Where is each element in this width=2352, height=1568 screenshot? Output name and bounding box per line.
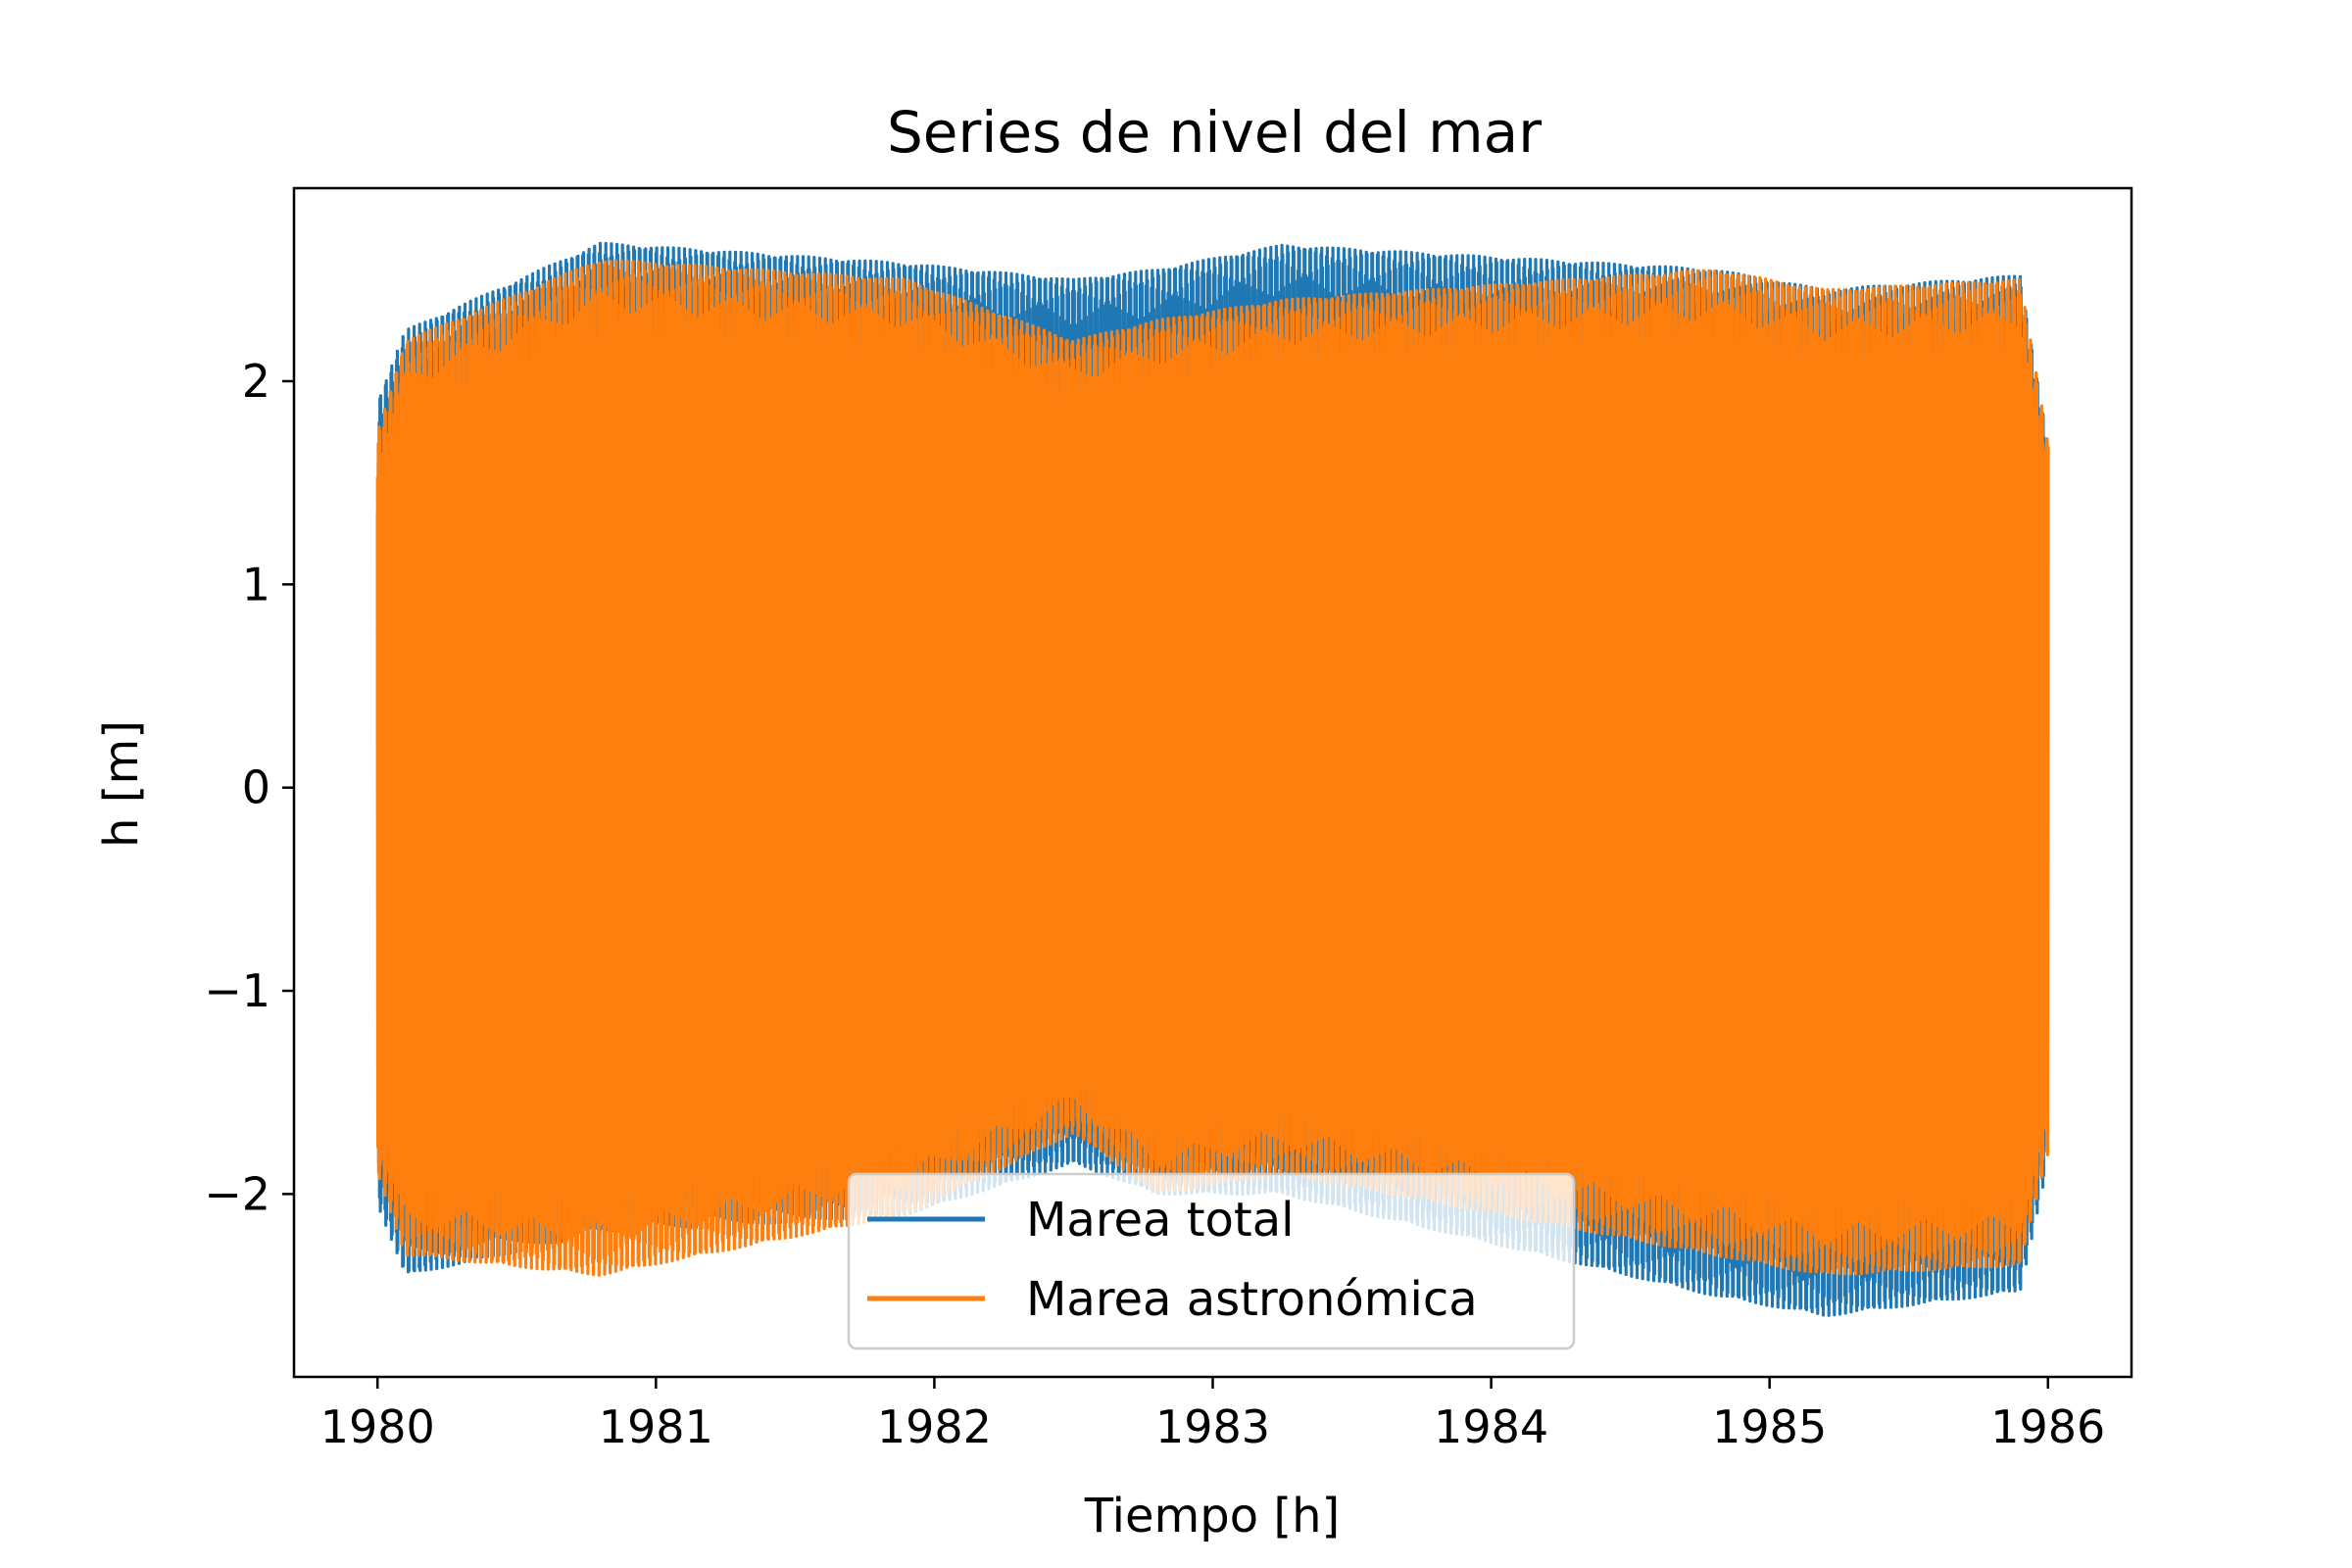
y-axis: −2 −1 0 1 2 [204,355,294,1220]
y-tick-label: 2 [242,355,270,408]
legend-label-marea-astronomica: Marea astronómica [1026,1272,1478,1327]
x-tick-label: 1983 [1155,1400,1270,1453]
y-axis-label: h [m] [94,720,149,848]
series-layer [375,241,2050,1317]
x-axis: 1980 1981 1982 1983 1984 1985 1986 [320,1377,2105,1453]
x-tick-label: 1982 [877,1400,992,1453]
y-tick-label: −2 [204,1167,270,1220]
y-tick-label: 0 [242,761,270,814]
legend-box [847,1172,1576,1350]
x-tick-label: 1985 [1712,1400,1827,1453]
legend: Marea total Marea astronómica [847,1172,1576,1350]
chart-title: Series de nivel del mar [887,99,1542,166]
y-tick-label: −1 [204,964,270,1017]
legend-label-marea-total: Marea total [1026,1193,1294,1248]
x-tick-label: 1981 [599,1400,713,1453]
y-tick-label: 1 [242,558,270,611]
x-tick-label: 1984 [1434,1400,1548,1453]
series-line-marea-astronomica [375,259,2050,1277]
x-tick-label: 1980 [320,1400,435,1453]
x-tick-label: 1986 [1990,1400,2105,1453]
x-axis-label: Tiempo [h] [1084,1489,1340,1544]
